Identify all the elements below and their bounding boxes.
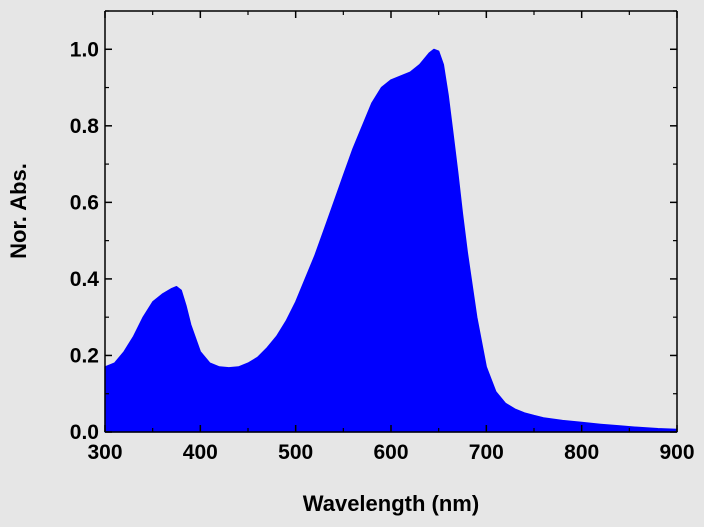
x-tick-label: 800 <box>564 441 599 464</box>
x-tick-label: 600 <box>373 441 408 464</box>
y-tick-label: 0.2 <box>70 344 99 367</box>
y-tick-label: 0.0 <box>70 421 99 444</box>
plot-area <box>104 48 678 433</box>
tick-labels: 300 400 500 600 700 800 900 0.0 0.2 0.4 0.6 0.8 1.0 <box>70 38 695 464</box>
y-tick-label: 0.4 <box>70 268 100 291</box>
y-tick-label: 0.8 <box>70 115 100 138</box>
x-tick-label: 700 <box>469 441 504 464</box>
x-tick-label: 900 <box>659 441 694 464</box>
x-tick-label: 400 <box>183 441 218 464</box>
y-tick-label: 1.0 <box>70 38 99 61</box>
x-axis-title: Wavelength (nm) <box>303 491 479 516</box>
absorbance-area <box>104 48 678 433</box>
axes <box>104 10 678 433</box>
x-tick-label: 500 <box>278 441 313 464</box>
x-tick-label: 300 <box>87 441 122 464</box>
y-tick-label: 0.6 <box>70 191 99 214</box>
y-axis-title: Nor. Abs. <box>6 163 31 259</box>
